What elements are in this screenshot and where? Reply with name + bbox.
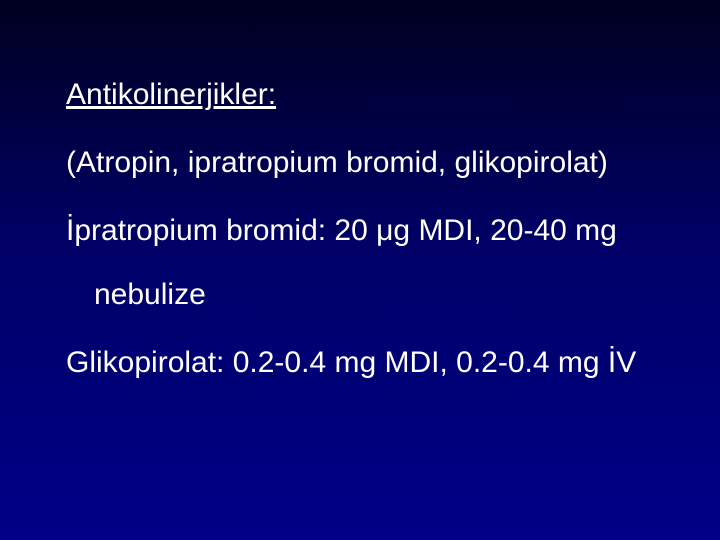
slide-line-1: (Atropin, ipratropium bromid, glikopirol…	[66, 146, 680, 180]
slide: Antikolinerjikler: (Atropin, ipratropium…	[0, 0, 720, 540]
slide-line-2: İpratropium bromid: 20 μg MDI, 20-40 mg	[66, 214, 680, 248]
slide-heading: Antikolinerjikler:	[66, 78, 680, 112]
slide-line-2-cont: nebulize	[66, 278, 680, 312]
slide-line-3: Glikopirolat: 0.2-0.4 mg MDI, 0.2-0.4 mg…	[66, 346, 680, 380]
